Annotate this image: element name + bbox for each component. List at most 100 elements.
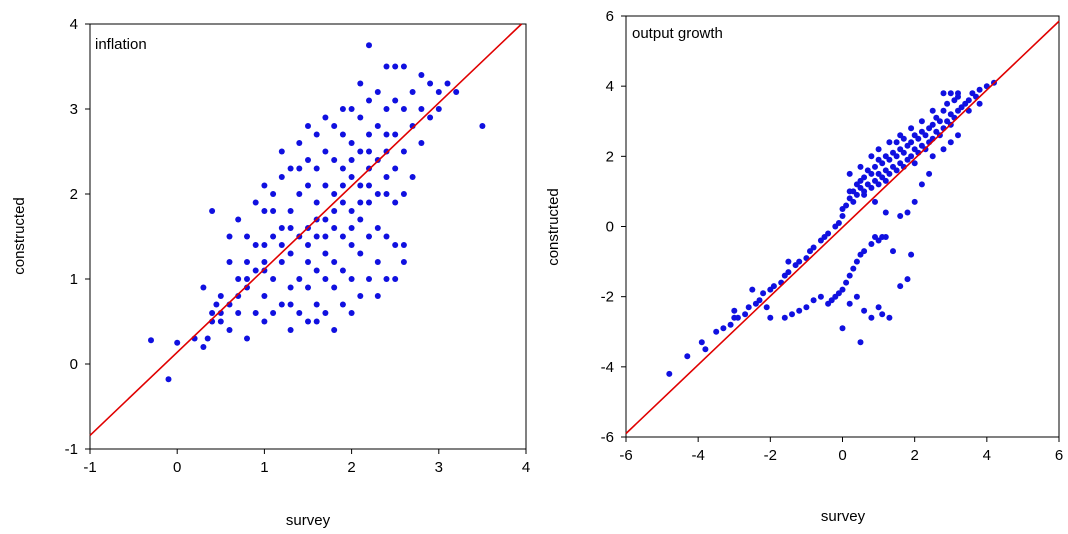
data-point	[861, 307, 868, 314]
data-point	[322, 233, 329, 240]
data-point	[305, 318, 311, 325]
data-point	[392, 97, 399, 104]
data-point	[760, 290, 767, 297]
x-tick-label: 4	[983, 447, 991, 464]
data-point	[911, 198, 918, 205]
x-tick-label: -4	[691, 447, 704, 464]
data-point	[296, 140, 303, 146]
panel-inflation: -1 0 1 2 3 4 -1 0 1 2 3 4 inflation survey construc…	[11, 16, 530, 529]
data-point	[944, 100, 951, 107]
data-point	[875, 304, 882, 311]
data-point	[374, 89, 381, 95]
y-tick-label: 6	[606, 8, 614, 25]
data-point	[843, 202, 850, 209]
data-point	[392, 131, 399, 138]
data-point	[374, 191, 381, 197]
data-point	[348, 208, 355, 214]
x-tick-label: 2	[910, 447, 918, 464]
data-point	[713, 328, 720, 335]
data-point	[339, 131, 346, 138]
x-tick-label: 3	[435, 459, 443, 476]
data-point	[287, 301, 294, 308]
data-point	[261, 182, 268, 189]
data-point	[322, 276, 329, 282]
data-point	[339, 182, 346, 189]
x-tick-label: 0	[173, 459, 181, 476]
data-point	[313, 301, 320, 308]
data-point	[322, 148, 329, 155]
data-point	[745, 304, 752, 311]
data-point	[209, 208, 216, 214]
data-point	[174, 339, 181, 346]
data-point	[418, 72, 425, 78]
data-point	[383, 106, 390, 112]
data-point	[453, 89, 460, 95]
data-point	[305, 259, 311, 265]
data-point	[853, 293, 860, 300]
data-point	[400, 106, 407, 112]
data-point	[322, 310, 329, 316]
data-point	[770, 283, 777, 290]
data-point	[875, 146, 882, 153]
data-point	[955, 132, 961, 139]
data-point	[400, 259, 407, 265]
data-point	[383, 63, 390, 70]
data-point	[305, 284, 311, 291]
data-point	[900, 149, 907, 156]
data-point	[348, 225, 355, 231]
data-point	[929, 107, 936, 114]
data-point	[261, 242, 268, 248]
data-point	[261, 208, 268, 214]
data-point	[839, 325, 846, 332]
data-point	[217, 293, 224, 299]
data-point	[857, 339, 864, 346]
data-point	[383, 174, 390, 180]
x-tick-label: 0	[838, 447, 846, 464]
data-point	[322, 250, 329, 257]
data-point	[846, 170, 853, 177]
data-point	[742, 311, 749, 318]
data-point	[357, 250, 364, 257]
panel-title: output growth	[632, 25, 723, 42]
data-point	[226, 327, 233, 333]
data-point	[817, 293, 824, 300]
data-point	[976, 100, 983, 107]
data-point	[940, 90, 947, 97]
data-point	[850, 198, 857, 205]
data-point	[886, 170, 893, 177]
data-point	[244, 259, 250, 265]
data-point	[853, 258, 860, 265]
data-point	[400, 148, 407, 155]
data-point	[357, 80, 364, 87]
data-point	[435, 106, 442, 112]
data-point	[893, 153, 900, 160]
data-point	[922, 132, 929, 139]
data-point	[366, 97, 372, 104]
data-point	[427, 114, 434, 121]
data-point	[955, 90, 961, 97]
data-point	[339, 233, 346, 240]
data-point	[702, 346, 709, 353]
data-point	[331, 259, 338, 265]
y-tick-label: 3	[70, 101, 78, 118]
x-axis-label: survey	[821, 508, 866, 525]
data-point	[339, 267, 346, 274]
data-point	[244, 284, 250, 291]
data-point	[882, 209, 889, 216]
data-point	[781, 314, 788, 321]
data-point	[886, 156, 893, 163]
data-point	[305, 157, 311, 163]
data-point	[904, 209, 911, 216]
data-point	[287, 284, 294, 291]
data-point	[357, 293, 364, 299]
data-point	[846, 272, 853, 279]
data-point	[348, 310, 355, 316]
data-point	[872, 198, 878, 205]
y-tick-label: 1	[70, 271, 78, 288]
data-point	[965, 97, 972, 104]
data-point	[165, 376, 172, 383]
y-tick-label: 0	[606, 219, 614, 236]
data-point	[882, 177, 889, 184]
data-point	[908, 139, 915, 146]
